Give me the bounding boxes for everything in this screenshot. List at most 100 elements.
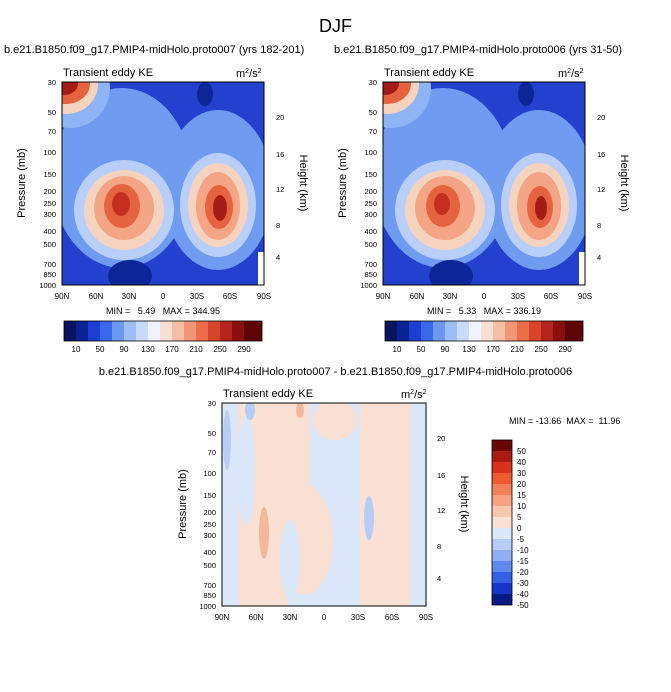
right-y-ticks: 30 50 70 100 150 200 250 300 400 500 700… xyxy=(360,78,377,290)
svg-text:100: 100 xyxy=(43,148,56,157)
svg-text:16: 16 xyxy=(276,150,284,159)
left-colorbar-swatch xyxy=(244,321,262,341)
svg-text:400: 400 xyxy=(43,227,56,236)
svg-text:30: 30 xyxy=(369,78,377,87)
svg-text:-50: -50 xyxy=(517,601,529,610)
left-colorbar-swatch xyxy=(220,321,232,341)
diff-colorbar-swatch xyxy=(492,528,512,539)
svg-text:130: 130 xyxy=(141,345,155,354)
diff-panel: Transient eddy KE m2/s2 90N 60N 30N 0 30… xyxy=(177,388,620,622)
svg-text:200: 200 xyxy=(364,187,377,196)
svg-text:300: 300 xyxy=(203,531,216,540)
svg-text:30: 30 xyxy=(517,469,526,478)
svg-text:850: 850 xyxy=(364,270,377,279)
left-colorbar-swatch xyxy=(112,321,124,341)
svg-text:0: 0 xyxy=(322,613,327,622)
right-colorbar-swatch xyxy=(493,321,505,341)
svg-text:700: 700 xyxy=(43,260,56,269)
diff-units-label: m2/s2 xyxy=(401,389,427,401)
diff-x-ticks: 90N 60N 30N 0 30S 60S 90S xyxy=(215,613,433,622)
right-colorbar-swatch xyxy=(433,321,445,341)
diff-colorbar-swatch xyxy=(492,484,512,495)
svg-text:60S: 60S xyxy=(544,292,558,301)
right-colorbar-swatch xyxy=(541,321,553,341)
svg-text:90N: 90N xyxy=(376,292,391,301)
svg-text:300: 300 xyxy=(43,210,56,219)
right-colorbar-swatch xyxy=(385,321,397,341)
left-minmax: MIN = 5.49 MAX = 344.95 xyxy=(106,306,220,316)
svg-text:4: 4 xyxy=(437,574,441,583)
left-variable-label: Transient eddy KE xyxy=(63,67,153,79)
svg-text:500: 500 xyxy=(364,240,377,249)
svg-text:70: 70 xyxy=(48,127,56,136)
left-y-ticks: 30 50 70 100 150 200 250 300 400 500 700… xyxy=(39,78,56,290)
diff-colorbar-swatch xyxy=(492,506,512,517)
right-colorbar-swatch xyxy=(505,321,517,341)
svg-text:8: 8 xyxy=(437,542,441,551)
svg-text:50: 50 xyxy=(208,429,216,438)
svg-text:210: 210 xyxy=(510,345,524,354)
left-colorbar-swatch xyxy=(148,321,160,341)
svg-text:150: 150 xyxy=(203,491,216,500)
svg-text:30S: 30S xyxy=(190,292,204,301)
right-units-label: m2/s2 xyxy=(558,68,584,80)
svg-text:90: 90 xyxy=(120,345,129,354)
svg-text:50: 50 xyxy=(48,108,56,117)
right-colorbar-swatch xyxy=(457,321,469,341)
right-colorbar-swatch xyxy=(445,321,457,341)
svg-text:30N: 30N xyxy=(122,292,137,301)
diff-colorbar-labels: 50 40 30 20 15 10 5 0 -5 -10 -15 -20 -30… xyxy=(517,447,529,610)
svg-text:-15: -15 xyxy=(517,557,529,566)
svg-text:250: 250 xyxy=(534,345,548,354)
left-height-axis-label: Height (km) xyxy=(297,155,309,212)
svg-text:90: 90 xyxy=(441,345,450,354)
left-height-ticks: 20 16 12 8 4 xyxy=(276,113,284,262)
svg-text:30: 30 xyxy=(48,78,56,87)
right-contour-field xyxy=(383,82,585,285)
svg-text:60N: 60N xyxy=(249,613,264,622)
svg-text:12: 12 xyxy=(276,185,284,194)
svg-text:290: 290 xyxy=(558,345,572,354)
diff-colorbar-swatch xyxy=(492,495,512,506)
svg-text:50: 50 xyxy=(369,108,377,117)
diff-colorbar-swatch xyxy=(492,583,512,594)
svg-text:150: 150 xyxy=(43,170,56,179)
svg-text:4: 4 xyxy=(276,253,280,262)
svg-text:50: 50 xyxy=(96,345,105,354)
diff-contour-field xyxy=(222,403,426,606)
svg-text:8: 8 xyxy=(597,221,601,230)
left-colorbar-swatch xyxy=(160,321,172,341)
right-colorbar-swatch xyxy=(517,321,529,341)
diff-y-ticks: 30 50 70 100 150 200 250 300 400 500 700… xyxy=(199,399,216,611)
svg-text:20: 20 xyxy=(517,480,526,489)
svg-text:70: 70 xyxy=(369,127,377,136)
diff-colorbar-swatch xyxy=(492,473,512,484)
right-pressure-axis-label: Pressure (mb) xyxy=(337,148,349,218)
right-x-ticks: 90N 60N 30N 0 30S 60S 90S xyxy=(376,292,592,301)
left-colorbar-swatch xyxy=(232,321,244,341)
diff-case-title: b.e21.B1850.f09_g17.PMIP4-midHolo.proto0… xyxy=(98,366,573,378)
diff-colorbar-swatch xyxy=(492,561,512,572)
svg-text:10: 10 xyxy=(72,345,81,354)
right-panel: Transient eddy KE m2/s2 90N xyxy=(337,67,630,354)
right-colorbar-swatch xyxy=(529,321,541,341)
svg-text:170: 170 xyxy=(486,345,500,354)
svg-text:250: 250 xyxy=(364,199,377,208)
svg-text:15: 15 xyxy=(517,491,526,500)
svg-text:0: 0 xyxy=(482,292,487,301)
svg-text:90N: 90N xyxy=(55,292,70,301)
svg-text:60N: 60N xyxy=(89,292,104,301)
left-x-ticks: 90N 60N 30N 0 30S 60S 90S xyxy=(55,292,271,301)
left-colorbar-swatch xyxy=(184,321,196,341)
left-colorbar xyxy=(63,320,263,342)
diff-colorbar-swatch xyxy=(492,440,512,451)
left-units-label: m2/s2 xyxy=(236,68,262,80)
diff-height-ticks: 20 16 12 8 4 xyxy=(437,434,445,583)
right-colorbar-swatch xyxy=(469,321,481,341)
left-colorbar-swatch xyxy=(196,321,208,341)
svg-text:850: 850 xyxy=(43,270,56,279)
diff-colorbar-swatch xyxy=(492,550,512,561)
diff-colorbar xyxy=(491,439,513,606)
left-panel: Transient eddy KE m2/s2 90N xyxy=(16,67,309,354)
svg-text:200: 200 xyxy=(203,508,216,517)
